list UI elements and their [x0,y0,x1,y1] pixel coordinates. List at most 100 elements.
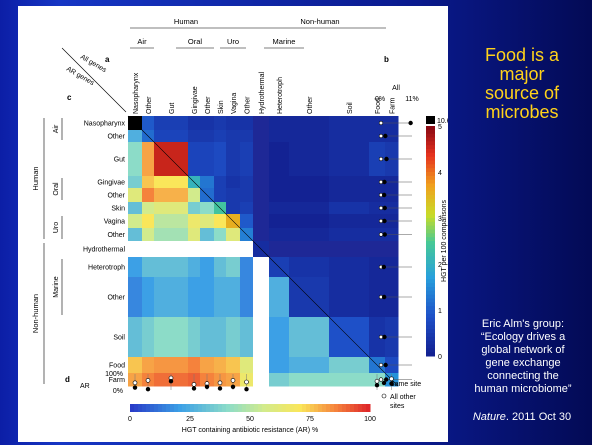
heatmap-cell [188,277,201,318]
heatmap-cell [154,257,189,278]
heatmap-cell [226,257,241,278]
heatmap-cell [226,241,241,258]
legend-other-2: sites [390,403,405,410]
heatmap-cell [269,357,290,374]
panel-d-open-dot [389,376,394,382]
row-label: Other [107,295,125,302]
heatmap-cell [200,241,215,258]
heatmap-cell [253,176,270,189]
heatmap-cell [214,257,227,278]
heatmap-cell [226,202,241,215]
colorbar-swatch [426,298,435,303]
column-label: Skin [218,100,225,114]
panel-b-tick: 11% [405,96,419,103]
row-label: Other [107,193,125,200]
panel-d-open-dot [145,378,151,383]
row-label: Skin [111,206,125,213]
heatmap-cell [329,188,370,203]
heatmap-cell [369,142,386,177]
subgroup-label: Uro [227,37,239,46]
heatmap-cell [200,202,215,215]
row-label: Vagina [104,219,125,226]
ar-colorbar-swatch [262,404,267,412]
heatmap-cell [188,357,201,374]
heatmap-cell [240,257,254,278]
ar-colorbar-swatch [234,404,239,412]
heatmap-cell [289,202,330,215]
heatmap-cell [289,142,330,177]
colorbar-swatch [426,191,435,196]
ar-colorbar-swatch [178,404,183,412]
heatmap-cell [253,357,270,374]
colorbar-tick: 3 [438,216,442,223]
row-label: Heterotroph [88,265,125,272]
ar-colorbar-swatch [142,404,147,412]
colorbar-swatch [426,321,435,326]
heatmap-cell [240,116,254,131]
colorbar-swatch [426,221,435,227]
panel-label-a: a [105,55,110,64]
citation-line: “Ecology drives a [480,331,566,343]
heatmap-cell [188,142,201,177]
heatmap-cell [154,317,189,358]
colorbar-swatch [426,348,435,353]
ar-colorbar-swatch [282,404,287,412]
ar-colorbar-swatch [166,404,171,412]
heatmap-cell [269,202,290,215]
heatmap-cell [188,241,201,258]
panel-d-label: AR [80,383,90,390]
heatmap-cell [214,176,227,189]
colorbar-swatch [426,210,435,215]
panel-d-tick: 100% [105,371,123,378]
journal-name: Nature [472,411,506,423]
panel-b-dot [382,205,387,211]
colorbar-swatch [426,137,435,142]
heatmap-cell [369,277,386,318]
heatmap-cell [269,188,290,203]
colorbar-swatch [426,172,435,177]
colorbar-swatch [426,244,435,250]
heatmap-cell [329,241,370,258]
heatmap-cell [142,214,155,229]
heatmap-cell [154,130,189,143]
heatmap-cell [200,214,215,229]
figure-panel: Nasopharynx Other Gut Gingivae Other Skin Vagi… [18,6,448,442]
heatmap-cell [142,228,155,242]
figure-svg: Nasopharynx Other Gut Gingivae Other Skin Vagi… [31,17,448,434]
panel-d-open-dot [132,380,138,386]
panel-b-dot [382,334,387,340]
diagonal-line [127,115,399,387]
ar-colorbar-swatch [194,404,199,412]
ar-colorbar-swatch [170,404,175,412]
ar-colorbar-tick: 75 [306,416,314,423]
heatmap-cell [188,228,201,242]
colorbar-swatch [426,333,435,338]
heatmap-cell [128,188,143,203]
heatmap-cell [214,188,227,203]
heatmap-cell [128,241,143,258]
group-label-human: Human [174,17,198,26]
colorbar-top-value: 10.6 [437,118,448,125]
heatmap-cell [154,214,189,229]
panel-b-dot [382,179,387,185]
ar-colorbar-swatch [254,404,259,412]
row-label: Nasopharynx [84,121,126,128]
heatmap-cell [142,202,155,215]
colorbar-swatch [426,283,435,288]
heatmap-cell [253,317,270,358]
column-label: Food [375,98,382,114]
colorbar-swatch [426,313,435,319]
ar-colorbar-swatch [290,404,295,412]
heatmap-cell [142,317,155,358]
panel-d-open-dot [230,378,236,383]
ar-colorbar-swatch [350,404,355,412]
panel-b-dot [382,232,387,237]
citation-line: human microbiome” [474,383,572,395]
ar-colorbar-swatch [198,404,203,412]
ar-colorbar-swatch [242,404,247,412]
heatmap-cell [214,142,227,177]
heatmap-cell [253,214,270,229]
heatmap-cell [240,142,254,177]
heatmap-cell [369,317,386,358]
panel-label-c: c [67,93,72,102]
